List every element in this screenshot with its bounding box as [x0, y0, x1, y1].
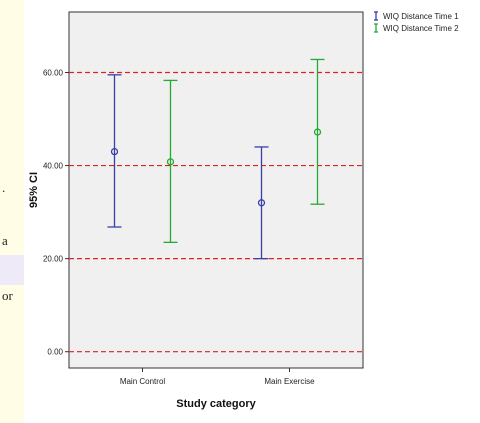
y-tick-label: 20.00 [43, 255, 64, 264]
y-axis-title: 95% CI [28, 172, 40, 208]
y-tick-label: 0.00 [47, 348, 63, 357]
errorbar-chart: 0.00 20.00 40.00 60.00 95% CI Main Control Mai… [28, 11, 459, 410]
page-text-fragment: a [2, 233, 8, 248]
x-tick-label: Main Control [120, 377, 166, 386]
legend-label: WIQ Distance Time 1 [383, 12, 459, 21]
mean-point [257, 199, 266, 207]
x-tick-label: Main Exercise [264, 377, 315, 386]
chart-area: 0.00 20.00 40.00 60.00 95% CI Main Control Mai… [24, 0, 480, 423]
page-highlight-strip [0, 255, 24, 285]
y-tick-label: 60.00 [43, 68, 64, 77]
mean-point [313, 128, 322, 136]
y-tick-label: 40.00 [43, 162, 64, 171]
x-axis-title: Study category [176, 398, 256, 410]
mean-point [110, 147, 119, 156]
page-text-fragment: . [2, 180, 6, 195]
plot-area [68, 11, 364, 369]
mean-point [166, 158, 175, 166]
legend-label: WIQ Distance Time 2 [383, 24, 459, 33]
page-text-fragment: or [2, 288, 13, 303]
page-background-strip [0, 0, 24, 423]
